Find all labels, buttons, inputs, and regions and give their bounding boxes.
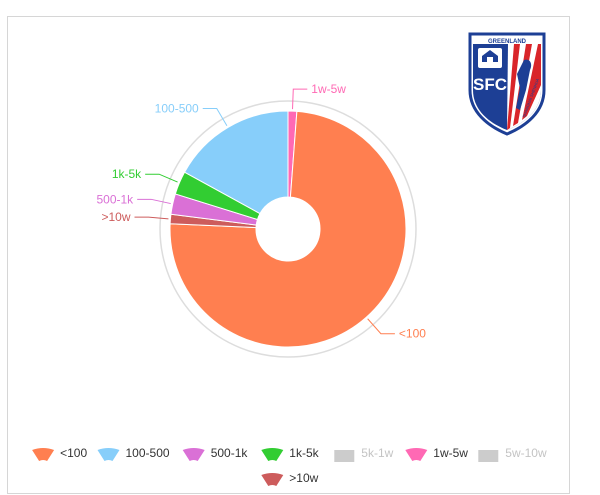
legend-item-5w-10w[interactable]: 5w-10w <box>478 446 547 462</box>
legend-icon-5k-1w <box>334 450 355 462</box>
slice-leader-line-500-1k <box>137 198 171 205</box>
slice-label-1k-5k: 1k-5k <box>112 167 142 181</box>
legend-item-100-500[interactable]: 100-500 <box>97 446 170 461</box>
crest-initials: SFC <box>473 75 507 94</box>
chart-legend: <100 100-500 500-1k 1k-5k 5k-1w 1w-5w 5w-10w >1… <box>32 446 547 486</box>
legend-label-1k-5k: 1k-5k <box>289 446 319 460</box>
legend-item-lt-100[interactable]: <100 <box>32 446 87 461</box>
pie-slice-lt-100[interactable] <box>169 110 407 348</box>
slice-leader-line-1w-5w <box>292 88 308 110</box>
crest-top-text: GREENLAND <box>488 39 527 45</box>
legend-item-1k-5k[interactable]: 1k-5k <box>261 446 320 461</box>
donut-chart <box>159 100 417 358</box>
slice-label-500-1k: 500-1k <box>96 192 134 206</box>
slice-label-100-500: 100-500 <box>155 101 199 115</box>
legend-item-gt-10w[interactable]: >10w <box>261 471 319 486</box>
slice-labels: 1w-5w <100 >10w 500-1k 1k-5k 100-500 <box>96 82 426 341</box>
legend-label-5w-10w: 5w-10w <box>505 446 547 460</box>
legend-icon-lt-100 <box>32 448 55 461</box>
legend-icon-100-500 <box>97 448 120 461</box>
legend-label-5k-1w: 5k-1w <box>361 446 393 460</box>
legend-label-lt-100: <100 <box>60 446 87 460</box>
legend-item-5k-1w[interactable]: 5k-1w <box>334 446 394 462</box>
legend-item-1w-5w[interactable]: 1w-5w <box>405 446 468 461</box>
legend-icon-5w-10w <box>478 450 499 462</box>
donut-outer-ring <box>159 100 417 358</box>
pie-slice-100-500[interactable] <box>183 110 289 215</box>
legend-item-500-1k[interactable]: 500-1k <box>182 446 249 461</box>
slice-leader-line-100-500 <box>202 107 228 126</box>
slice-label-1w-5w: 1w-5w <box>311 82 346 96</box>
slice-label-gt-10w: >10w <box>101 210 130 224</box>
legend-label-gt-10w: >10w <box>289 471 318 485</box>
legend-icon-500-1k <box>182 448 205 461</box>
legend-icon-gt-10w <box>261 473 284 486</box>
slice-leader-line-1k-5k <box>145 173 178 183</box>
legend-label-1w-5w: 1w-5w <box>433 446 468 460</box>
legend-label-100-500: 100-500 <box>126 446 170 460</box>
slice-leader-line-lt-100 <box>367 318 395 335</box>
legend-icon-1k-5k <box>261 448 284 461</box>
club-crest-logo: GREENLAND SFC SHANGHAI SHENHUA <box>468 32 546 136</box>
slice-leader-line-gt-10w <box>134 216 169 220</box>
legend-label-500-1k: 500-1k <box>211 446 249 460</box>
legend-icon-1w-5w <box>405 448 428 461</box>
slice-label-lt-100: <100 <box>399 327 426 341</box>
